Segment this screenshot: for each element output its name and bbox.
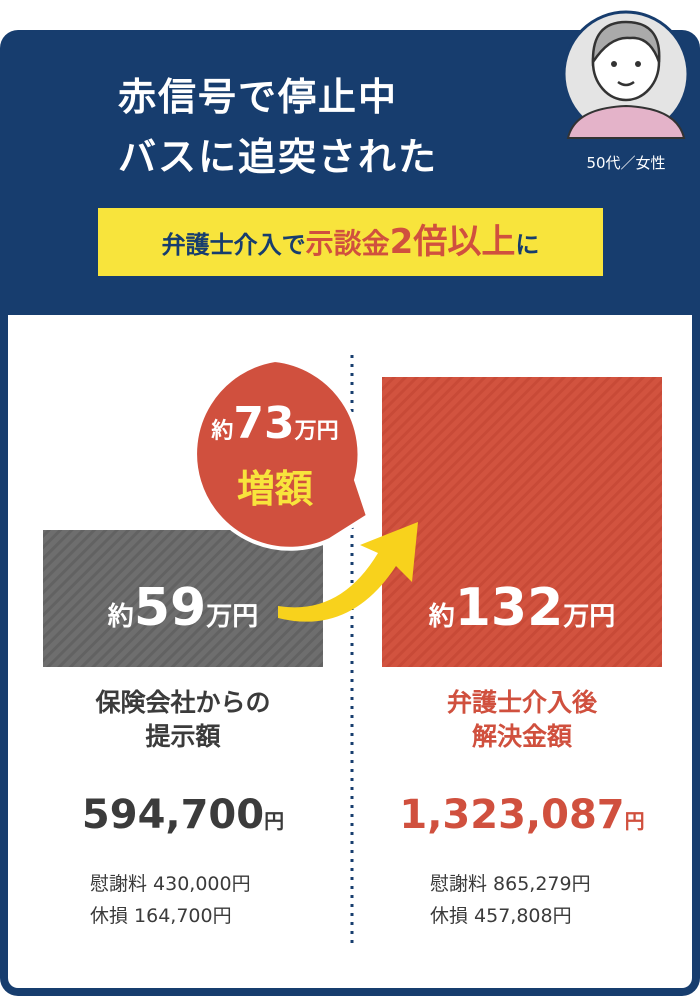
- left-breakdown: 慰謝料 430,000円 休損 164,700円: [90, 868, 251, 932]
- right-box-text: 約132万円: [382, 578, 662, 638]
- right-box: [382, 377, 662, 667]
- left-label: 保険会社からの 提示額: [43, 686, 323, 754]
- amount: 1,323,087: [399, 792, 625, 838]
- right-breakdown: 慰謝料 865,279円 休損 457,808円: [430, 868, 591, 932]
- left-amount: 594,700円: [43, 792, 323, 838]
- left-box: [43, 530, 323, 667]
- banner-lead: 弁護士介入で: [161, 231, 306, 259]
- prefix: 約: [211, 419, 234, 444]
- prefix: 約: [428, 602, 455, 632]
- number: 73: [233, 398, 295, 449]
- label-line: 弁護士介入後: [446, 688, 597, 717]
- unit: 万円: [294, 419, 339, 444]
- right-label: 弁護士介入後 解決金額: [382, 686, 662, 754]
- title-line: バスに追突された: [118, 134, 439, 179]
- banner-highlight: 示談金: [305, 227, 390, 260]
- number: 59: [133, 578, 207, 638]
- right-amount: 1,323,087円: [382, 792, 662, 838]
- banner: [98, 208, 603, 276]
- breakdown-line: 休損 457,808円: [430, 905, 572, 927]
- avatar: [562, 10, 690, 139]
- label-line: 保険会社からの: [95, 688, 271, 717]
- persona: 50代／女性: [586, 154, 666, 172]
- unit: 万円: [206, 602, 259, 632]
- banner-highlight: 2倍以上: [389, 222, 516, 262]
- number: 132: [454, 578, 564, 638]
- label-line: 解決金額: [471, 722, 572, 751]
- breakdown-line: 慰謝料 865,279円: [430, 873, 591, 895]
- title-line: 赤信号で停止中: [118, 74, 399, 119]
- prefix: 約: [107, 602, 134, 632]
- banner-tail: に: [515, 231, 540, 259]
- bubble: [193, 357, 371, 551]
- bubble-label: 増額: [236, 467, 313, 511]
- panel-top: [8, 315, 692, 335]
- left-box-text: 約59万円: [43, 578, 323, 638]
- bubble-amount: 約73万円: [185, 398, 365, 449]
- amount: 594,700: [81, 792, 265, 838]
- amount-unit: 円: [624, 809, 645, 833]
- breakdown-line: 慰謝料 430,000円: [90, 873, 251, 895]
- label-line: 提示額: [145, 722, 221, 751]
- breakdown-line: 休損 164,700円: [90, 905, 232, 927]
- unit: 万円: [563, 602, 616, 632]
- banner-text: 弁護士介入で示談金2倍以上に: [98, 208, 603, 276]
- arrow: [278, 522, 418, 622]
- amount-unit: 円: [264, 809, 285, 833]
